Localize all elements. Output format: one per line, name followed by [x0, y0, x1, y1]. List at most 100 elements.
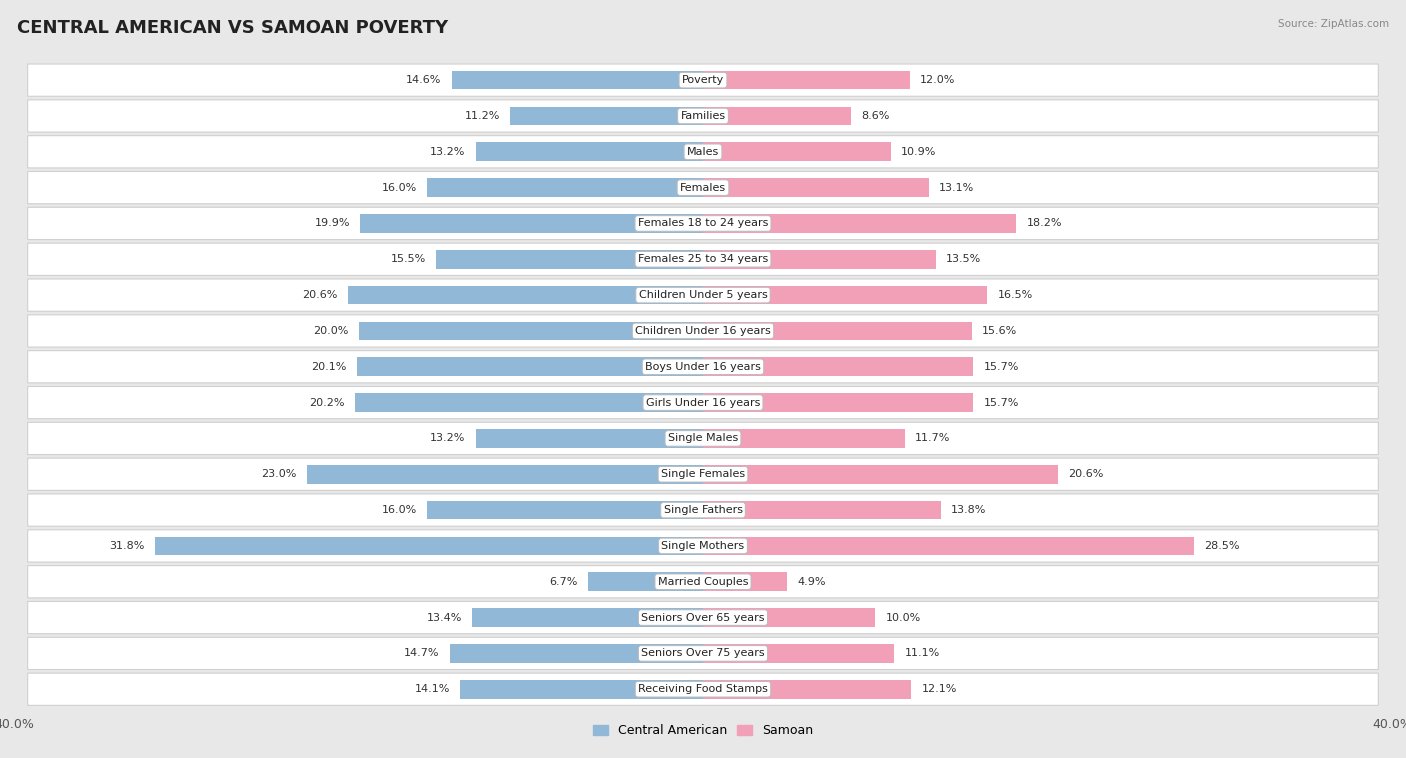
FancyBboxPatch shape — [28, 100, 1378, 132]
Text: 20.2%: 20.2% — [309, 398, 344, 408]
Bar — [360, 215, 703, 233]
Text: Single Fathers: Single Fathers — [664, 505, 742, 515]
FancyBboxPatch shape — [28, 637, 1378, 669]
Text: 19.9%: 19.9% — [315, 218, 350, 228]
Text: Single Females: Single Females — [661, 469, 745, 479]
Bar — [703, 321, 972, 340]
Text: Families: Families — [681, 111, 725, 121]
Bar — [472, 608, 703, 627]
Bar — [475, 143, 703, 161]
Bar — [703, 572, 787, 591]
Text: 6.7%: 6.7% — [548, 577, 578, 587]
Bar — [450, 644, 703, 662]
FancyBboxPatch shape — [28, 601, 1378, 634]
Text: 13.5%: 13.5% — [946, 254, 981, 265]
Bar — [703, 429, 904, 448]
Text: 14.1%: 14.1% — [415, 684, 450, 694]
Text: 10.9%: 10.9% — [901, 147, 936, 157]
FancyBboxPatch shape — [28, 494, 1378, 526]
Text: 16.0%: 16.0% — [382, 505, 418, 515]
Text: Children Under 16 years: Children Under 16 years — [636, 326, 770, 336]
FancyBboxPatch shape — [28, 279, 1378, 312]
FancyBboxPatch shape — [28, 171, 1378, 204]
Text: Females: Females — [681, 183, 725, 193]
Bar — [155, 537, 703, 555]
Text: 20.6%: 20.6% — [1069, 469, 1104, 479]
Text: Boys Under 16 years: Boys Under 16 years — [645, 362, 761, 371]
FancyBboxPatch shape — [28, 422, 1378, 455]
Text: 11.1%: 11.1% — [904, 648, 939, 659]
Text: 20.0%: 20.0% — [312, 326, 349, 336]
Bar — [460, 680, 703, 699]
Text: Females 18 to 24 years: Females 18 to 24 years — [638, 218, 768, 228]
Text: 13.2%: 13.2% — [430, 147, 465, 157]
Text: 4.9%: 4.9% — [797, 577, 827, 587]
Text: Seniors Over 75 years: Seniors Over 75 years — [641, 648, 765, 659]
Bar — [588, 572, 703, 591]
FancyBboxPatch shape — [28, 315, 1378, 347]
Text: 13.1%: 13.1% — [939, 183, 974, 193]
Bar — [703, 393, 973, 412]
Text: 28.5%: 28.5% — [1204, 541, 1240, 551]
Text: Females 25 to 34 years: Females 25 to 34 years — [638, 254, 768, 265]
Text: 18.2%: 18.2% — [1026, 218, 1063, 228]
FancyBboxPatch shape — [28, 208, 1378, 240]
Text: Children Under 5 years: Children Under 5 years — [638, 290, 768, 300]
FancyBboxPatch shape — [28, 673, 1378, 706]
Text: Single Mothers: Single Mothers — [661, 541, 745, 551]
Text: CENTRAL AMERICAN VS SAMOAN POVERTY: CENTRAL AMERICAN VS SAMOAN POVERTY — [17, 19, 449, 37]
Text: 13.4%: 13.4% — [426, 612, 461, 622]
Bar — [703, 143, 891, 161]
Text: 14.6%: 14.6% — [406, 75, 441, 85]
FancyBboxPatch shape — [28, 387, 1378, 418]
Bar — [356, 393, 703, 412]
Bar — [703, 215, 1017, 233]
Bar — [703, 501, 941, 519]
Text: Single Males: Single Males — [668, 434, 738, 443]
Text: Married Couples: Married Couples — [658, 577, 748, 587]
Bar — [427, 501, 703, 519]
Text: 20.6%: 20.6% — [302, 290, 337, 300]
Text: 16.5%: 16.5% — [997, 290, 1033, 300]
Bar — [703, 537, 1194, 555]
Bar — [703, 286, 987, 305]
FancyBboxPatch shape — [28, 565, 1378, 598]
FancyBboxPatch shape — [28, 64, 1378, 96]
FancyBboxPatch shape — [28, 136, 1378, 168]
FancyBboxPatch shape — [28, 351, 1378, 383]
Text: 16.0%: 16.0% — [382, 183, 418, 193]
FancyBboxPatch shape — [28, 458, 1378, 490]
Bar — [475, 429, 703, 448]
Text: 12.1%: 12.1% — [922, 684, 957, 694]
Bar — [359, 321, 703, 340]
Bar — [703, 644, 894, 662]
Text: Seniors Over 65 years: Seniors Over 65 years — [641, 612, 765, 622]
Text: Males: Males — [688, 147, 718, 157]
Bar — [703, 358, 973, 376]
FancyBboxPatch shape — [28, 530, 1378, 562]
Text: 15.5%: 15.5% — [391, 254, 426, 265]
Text: Girls Under 16 years: Girls Under 16 years — [645, 398, 761, 408]
Bar — [307, 465, 703, 484]
Bar — [451, 70, 703, 89]
Text: Receiving Food Stamps: Receiving Food Stamps — [638, 684, 768, 694]
Text: 10.0%: 10.0% — [886, 612, 921, 622]
FancyBboxPatch shape — [28, 243, 1378, 275]
Bar — [357, 358, 703, 376]
Legend: Central American, Samoan: Central American, Samoan — [588, 719, 818, 742]
Bar — [703, 680, 911, 699]
Bar — [703, 178, 928, 197]
Bar — [703, 465, 1057, 484]
Bar — [703, 70, 910, 89]
Text: 14.7%: 14.7% — [404, 648, 440, 659]
Bar — [510, 107, 703, 125]
Text: 15.7%: 15.7% — [984, 362, 1019, 371]
Bar — [703, 250, 935, 268]
Bar — [349, 286, 703, 305]
Text: 13.8%: 13.8% — [950, 505, 987, 515]
Text: 23.0%: 23.0% — [262, 469, 297, 479]
Text: Source: ZipAtlas.com: Source: ZipAtlas.com — [1278, 19, 1389, 29]
Bar — [436, 250, 703, 268]
Text: Poverty: Poverty — [682, 75, 724, 85]
Text: 11.2%: 11.2% — [464, 111, 499, 121]
